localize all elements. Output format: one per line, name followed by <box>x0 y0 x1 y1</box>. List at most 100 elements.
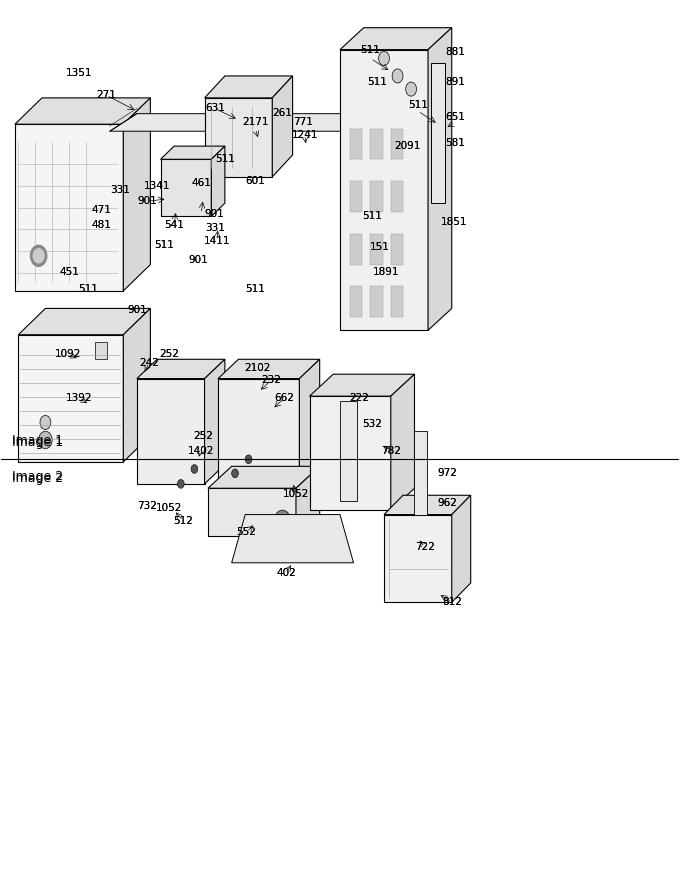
Text: 601: 601 <box>245 176 265 187</box>
Text: 1402: 1402 <box>188 445 214 456</box>
Polygon shape <box>428 27 452 330</box>
Polygon shape <box>160 146 225 159</box>
Text: 771: 771 <box>293 117 313 128</box>
Text: 261: 261 <box>273 107 292 118</box>
Bar <box>371 128 383 159</box>
Circle shape <box>406 82 417 96</box>
Bar <box>350 287 362 317</box>
Text: 1341: 1341 <box>144 180 171 191</box>
Text: 581: 581 <box>445 138 465 149</box>
Text: 541: 541 <box>164 220 184 230</box>
Text: 1351: 1351 <box>66 69 92 78</box>
Text: 601: 601 <box>245 176 265 187</box>
Bar <box>95 341 107 359</box>
Text: 2171: 2171 <box>242 117 269 128</box>
Text: 891: 891 <box>445 77 465 87</box>
Text: 252: 252 <box>159 349 180 359</box>
Bar <box>350 128 362 159</box>
Text: 511: 511 <box>362 211 382 221</box>
Polygon shape <box>15 124 123 291</box>
Text: 1351: 1351 <box>66 69 92 78</box>
Text: 1052: 1052 <box>283 489 309 499</box>
Text: 511: 511 <box>215 154 235 165</box>
Text: 552: 552 <box>237 527 256 537</box>
Circle shape <box>40 415 51 429</box>
Text: 2171: 2171 <box>242 117 269 128</box>
Text: 532: 532 <box>362 419 382 429</box>
Circle shape <box>245 455 252 464</box>
Bar <box>371 181 383 212</box>
Bar <box>340 400 357 502</box>
Text: 331: 331 <box>205 223 224 232</box>
Polygon shape <box>232 515 354 563</box>
Text: 151: 151 <box>369 242 389 252</box>
Text: 511: 511 <box>408 100 428 110</box>
Circle shape <box>232 469 239 478</box>
Circle shape <box>39 431 52 449</box>
Circle shape <box>392 69 403 83</box>
Text: 1092: 1092 <box>54 349 81 359</box>
Text: 631: 631 <box>205 104 224 114</box>
Circle shape <box>177 480 184 488</box>
Text: 1092: 1092 <box>54 349 81 359</box>
Text: 581: 581 <box>445 138 465 149</box>
Text: 901: 901 <box>188 255 207 265</box>
Bar <box>391 234 403 265</box>
Text: 511: 511 <box>245 284 265 294</box>
Polygon shape <box>272 76 292 177</box>
Text: 782: 782 <box>381 445 401 456</box>
Text: 511: 511 <box>78 284 98 294</box>
Bar <box>391 287 403 317</box>
Polygon shape <box>391 374 415 510</box>
Text: 771: 771 <box>293 117 313 128</box>
Text: 901: 901 <box>188 255 207 265</box>
Polygon shape <box>309 374 415 396</box>
Text: Image 1: Image 1 <box>12 436 63 449</box>
Polygon shape <box>160 159 211 216</box>
Text: 511: 511 <box>362 211 382 221</box>
Text: 812: 812 <box>442 598 462 607</box>
Text: 662: 662 <box>275 392 294 403</box>
Text: 511: 511 <box>360 45 380 55</box>
Text: 451: 451 <box>59 267 79 276</box>
Text: 901: 901 <box>127 305 147 315</box>
Text: 512: 512 <box>173 516 193 525</box>
Text: 901: 901 <box>137 196 157 207</box>
Text: 1241: 1241 <box>292 129 318 140</box>
Polygon shape <box>309 396 391 510</box>
Text: 451: 451 <box>59 267 79 276</box>
Text: 972: 972 <box>437 468 457 479</box>
Text: 732: 732 <box>137 501 157 510</box>
Circle shape <box>379 51 390 65</box>
Text: 651: 651 <box>445 112 465 122</box>
Text: 881: 881 <box>445 48 465 57</box>
Text: 541: 541 <box>164 220 184 230</box>
Text: 402: 402 <box>276 568 296 578</box>
Text: 1851: 1851 <box>441 217 467 227</box>
Text: 552: 552 <box>237 527 256 537</box>
Text: 891: 891 <box>445 77 465 87</box>
Text: 1411: 1411 <box>203 236 230 246</box>
Polygon shape <box>340 27 452 49</box>
Text: 881: 881 <box>445 48 465 57</box>
Text: 651: 651 <box>445 112 465 122</box>
Text: 331: 331 <box>205 223 224 232</box>
Text: 1392: 1392 <box>66 392 92 403</box>
Bar <box>350 181 362 212</box>
Bar <box>350 234 362 265</box>
Polygon shape <box>218 378 299 484</box>
Polygon shape <box>15 98 150 124</box>
Polygon shape <box>208 488 296 537</box>
Text: Image 1: Image 1 <box>12 434 63 447</box>
Text: 481: 481 <box>92 220 112 230</box>
Text: 2091: 2091 <box>394 141 421 151</box>
Text: Image 2: Image 2 <box>12 470 63 483</box>
Text: 1341: 1341 <box>144 180 171 191</box>
Text: 1851: 1851 <box>441 217 467 227</box>
Polygon shape <box>18 308 150 334</box>
Text: 232: 232 <box>261 376 281 385</box>
Text: 1052: 1052 <box>156 503 182 513</box>
Text: 481: 481 <box>92 220 112 230</box>
Text: 271: 271 <box>97 91 116 100</box>
Text: 812: 812 <box>442 598 462 607</box>
